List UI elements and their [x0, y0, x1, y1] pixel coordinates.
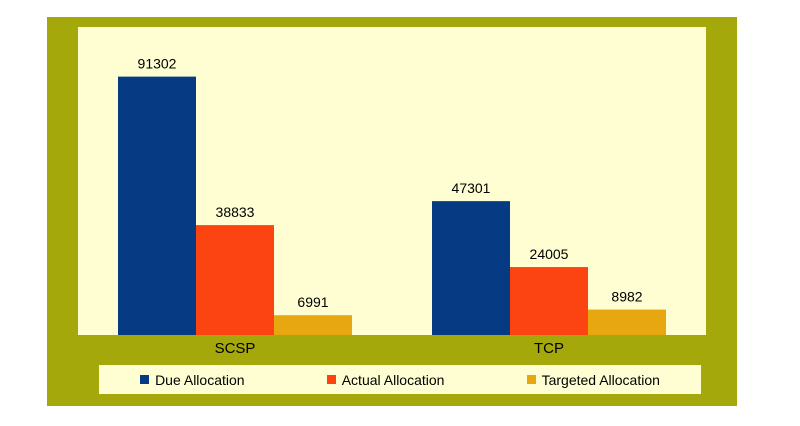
legend-item-due: Due Allocation	[140, 372, 245, 388]
legend-label-actual: Actual Allocation	[341, 371, 445, 388]
legend: Due Allocation Actual Allocation Targete…	[99, 365, 701, 394]
category-label-scsp: SCSP	[215, 340, 256, 357]
legend-item-actual: Actual Allocation	[326, 371, 445, 388]
bar-tcp-actual-allocation	[510, 267, 588, 335]
data-label-tcp-due-allocation: 47301	[452, 180, 491, 196]
bar-scsp-due-allocation	[118, 76, 196, 335]
legend-label-targeted: Targeted Allocation	[541, 371, 660, 388]
data-label-scsp-targeted-allocation: 6991	[297, 294, 328, 310]
legend-item-targeted: Targeted Allocation	[526, 371, 660, 388]
data-label-scsp-actual-allocation: 38833	[216, 204, 255, 220]
data-label-tcp-actual-allocation: 24005	[530, 246, 569, 262]
legend-swatch-targeted	[526, 375, 536, 384]
data-label-tcp-targeted-allocation: 8982	[611, 289, 642, 305]
data-label-scsp-due-allocation: 91302	[138, 56, 177, 72]
legend-label-due: Due Allocation	[155, 371, 245, 388]
bar-scsp-actual-allocation	[196, 225, 274, 335]
legend-swatch-actual	[326, 375, 336, 384]
bar-scsp-targeted-allocation	[274, 315, 352, 335]
bar-tcp-targeted-allocation	[588, 309, 666, 335]
bar-tcp-due-allocation	[432, 201, 510, 335]
category-label-tcp: TCP	[534, 340, 564, 357]
legend-swatch-due	[140, 375, 150, 384]
